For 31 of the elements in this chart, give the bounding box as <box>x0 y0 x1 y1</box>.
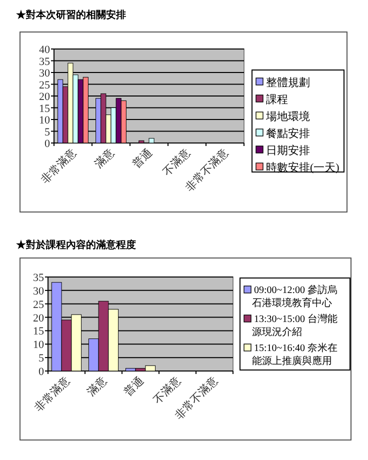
y-tick-label: 15 <box>39 102 50 115</box>
legend-label: 09:00~12:00 參訪烏石港環境教育中心 <box>252 284 338 309</box>
legend-label: 餐點安排 <box>266 127 310 140</box>
y-tick-label: 30 <box>39 68 50 80</box>
y-tick-label: 5 <box>44 126 50 138</box>
y-tick-label: 15 <box>33 326 44 338</box>
chart-title: ★對本次研習的相關安排 <box>15 9 126 21</box>
legend-label: 日期安排 <box>266 144 310 157</box>
x-tick-label: 普通 <box>122 374 146 399</box>
x-tick-label: 普通 <box>130 146 155 171</box>
y-tick-label: 10 <box>39 114 50 126</box>
legend-label: 整體規劃 <box>266 76 310 89</box>
x-tick-label: 不滿意 <box>160 146 193 178</box>
y-tick-label: 30 <box>33 285 44 298</box>
y-tick-label: 35 <box>33 272 44 284</box>
y-tick-label: 40 <box>39 44 50 56</box>
y-tick-label: 5 <box>38 352 44 365</box>
x-tick-label: 滿意 <box>84 374 110 399</box>
y-tick-label: 20 <box>39 91 50 103</box>
chart-title: ★對於課程內容的滿意程度 <box>15 239 136 251</box>
y-tick-label: 25 <box>39 79 50 92</box>
y-tick-label: 20 <box>33 312 44 324</box>
x-tick-label: 不滿意 <box>150 374 184 406</box>
x-tick-label: 滿意 <box>92 146 117 171</box>
y-tick-label: 10 <box>33 339 44 352</box>
legend-label: 15:10~16:40 奈米在能源上推廣與應用 <box>252 342 338 367</box>
y-tick-label: 35 <box>39 56 50 68</box>
legend-label: 課程 <box>266 93 288 106</box>
legend-label: 13:30~15:00 台灣能源現況介紹 <box>252 313 338 338</box>
legend-label: 場地環境 <box>265 110 310 123</box>
y-tick-label: 25 <box>33 298 44 311</box>
